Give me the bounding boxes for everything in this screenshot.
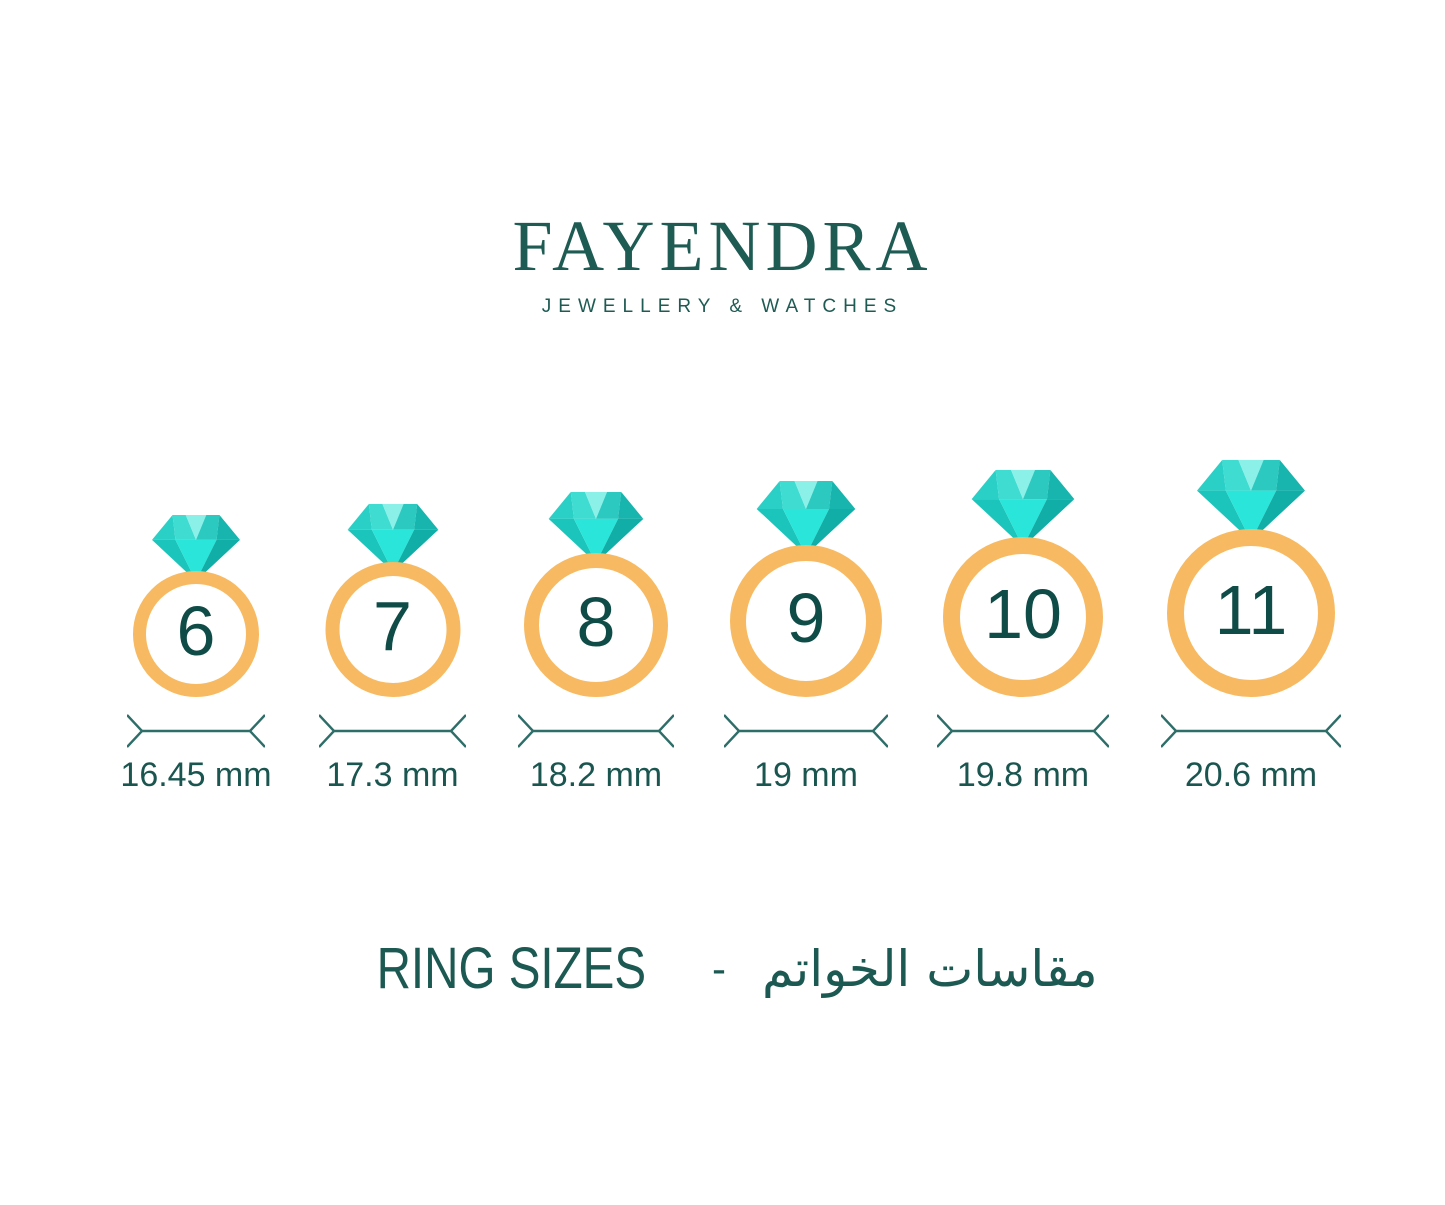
diamond-icon bbox=[347, 504, 438, 572]
ring-figure: 6 bbox=[111, 405, 281, 697]
footer-title-english: RING SIZES bbox=[376, 936, 647, 1001]
ring-figure: 9 bbox=[708, 405, 904, 697]
brand-header: FAYENDRA JEWELLERY & WATCHES bbox=[0, 208, 1445, 318]
diamond-icon bbox=[548, 492, 644, 563]
brand-logo-text: FAYENDRA bbox=[512, 206, 933, 286]
footer-title: RING SIZES - مقاسات الخواتم bbox=[0, 934, 1445, 1004]
dimension-line bbox=[127, 714, 265, 748]
ring-diameter-label: 20.6 mm bbox=[1184, 756, 1318, 794]
ring-column-7: 7 17.3 mm bbox=[303, 405, 482, 794]
diamond-icon bbox=[152, 515, 240, 581]
ring-column-8: 8 18.2 mm bbox=[502, 405, 690, 794]
diamond-icon bbox=[756, 481, 856, 555]
ring-size-number: 6 bbox=[176, 592, 216, 670]
ring-size-number: 8 bbox=[576, 583, 616, 661]
ring-column-6: 6 16.45 mm bbox=[111, 405, 281, 794]
ring-figure: 10 bbox=[921, 405, 1125, 697]
dimension-line bbox=[518, 714, 674, 748]
diamond-icon bbox=[971, 470, 1075, 547]
ring-diameter-label: 17.3 mm bbox=[326, 756, 459, 794]
ring-diameter-label: 18.2 mm bbox=[529, 756, 663, 794]
ring-band bbox=[1167, 529, 1335, 697]
dimension-line bbox=[937, 714, 1109, 748]
footer-title-arabic: مقاسات الخواتم bbox=[762, 940, 1098, 998]
dimension-line bbox=[1161, 714, 1341, 748]
ring-figure: 7 bbox=[303, 405, 482, 697]
ring-size-number: 10 bbox=[984, 575, 1062, 653]
ring-diameter-label: 19.8 mm bbox=[956, 756, 1090, 794]
ring-column-9: 9 19 mm bbox=[708, 405, 904, 794]
ring-figure: 11 bbox=[1145, 405, 1357, 697]
ring-diameter-label: 19 mm bbox=[754, 756, 858, 794]
ring-diameter-label: 16.45 mm bbox=[120, 756, 272, 794]
ring-size-number: 9 bbox=[786, 579, 826, 657]
ring-band bbox=[524, 553, 668, 697]
dimension-line bbox=[724, 714, 888, 748]
ring-size-number: 11 bbox=[1214, 571, 1288, 649]
diamond-icon bbox=[1197, 460, 1305, 541]
ring-figure: 8 bbox=[502, 405, 690, 697]
ring-column-10: 10 19.8 mm bbox=[921, 405, 1125, 794]
ring-size-number: 7 bbox=[373, 587, 412, 665]
brand-tagline: JEWELLERY & WATCHES bbox=[541, 296, 904, 317]
footer-title-separator: - bbox=[712, 945, 726, 992]
ring-column-11: 11 20.6 mm bbox=[1145, 405, 1357, 794]
dimension-line bbox=[319, 714, 466, 748]
